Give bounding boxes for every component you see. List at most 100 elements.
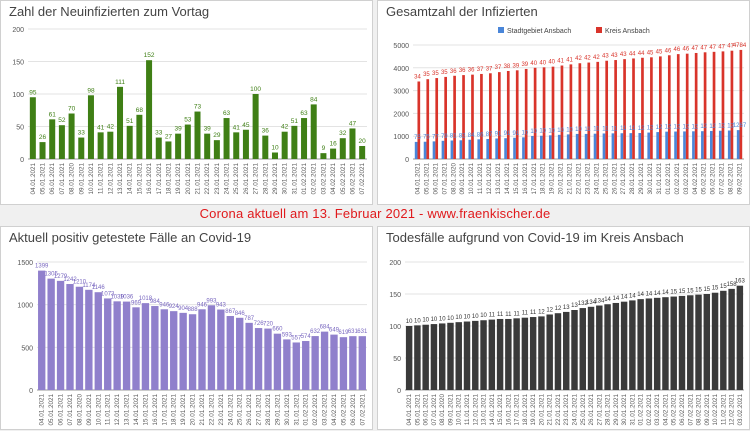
x-tick-label: 10.01.2021 [456,394,463,426]
active-cases-chart: 0 500 1000 1500 1399 130512791242121011741146… [17,260,368,426]
bar [659,56,662,159]
bar [711,292,719,390]
data-label: 91 [513,131,520,137]
x-tick-label: 13.01.2021 [495,163,502,195]
data-label: 75 [423,135,430,141]
x-tick-label: 06.02.2021 [679,394,686,426]
x-tick-label: 15.01.2021 [136,163,143,195]
x-tick-label: 15.01.2021 [497,394,504,426]
bar [571,310,578,390]
bar [587,62,591,159]
bar [441,140,445,159]
data-label: 904 [178,306,189,312]
y-tick-label: 0 [397,388,401,395]
data-label: 660 [272,327,283,333]
data-label: 163 [735,279,746,285]
bar [695,294,702,390]
data-label: 47 [727,44,734,50]
bar [638,133,642,159]
x-tick-label: 12.01.2021 [472,394,479,426]
x-tick-label: 23.01.2021 [584,163,591,195]
bar [122,301,131,390]
data-label: 46 [683,47,690,53]
data-label: 51 [291,118,299,125]
y-tick-label: 500 [21,345,33,352]
data-label: 993 [206,298,217,304]
data-label: 11 [505,312,512,318]
y-tick-label: 2000 [393,111,409,118]
data-label: 38 [504,64,511,70]
data-label: 720 [263,322,274,328]
x-tick-label: 02.02.2021 [311,163,318,195]
bar [665,131,668,159]
bar [422,324,429,390]
bar [438,323,446,390]
data-label: 45 [647,50,654,56]
bar [426,79,430,159]
x-tick-label: 01.02.2021 [638,394,645,426]
x-tick-label: 27.01.2021 [253,163,260,195]
x-tick-label: 30.01.2021 [647,163,654,195]
data-label: 42 [593,55,600,61]
data-label: 15 [720,284,727,290]
bar [273,333,282,390]
bar [459,140,463,159]
bar [349,128,356,159]
bar [170,311,178,390]
x-tick-label: 03.02.2021 [737,394,744,426]
y-tick-label: 50 [393,356,401,363]
x-tick-label: 28.01.2021 [605,394,612,426]
data-label: 888 [188,307,199,313]
bar [662,297,669,390]
bar [271,152,278,159]
bar [504,138,507,159]
bar [736,130,740,159]
y-tick-label: 1000 [393,134,409,141]
data-label: 87 [486,132,493,138]
data-label: 34 [414,74,421,80]
data-label: 946 [197,302,208,308]
x-tick-label: 08.01.2020 [69,163,76,195]
x-tick-label: 06.02.2021 [350,394,357,426]
data-label: 63 [300,110,308,117]
bar [488,319,496,390]
x-tick-label: 14.01.2021 [489,394,496,426]
data-label: 111 [115,79,125,86]
x-tick-label: 31.01.2021 [656,163,663,195]
data-label: 15 [679,289,686,295]
data-label: 158 [727,282,738,288]
x-tick-label: 14.01.2021 [133,394,140,426]
data-label: 75 [414,135,421,141]
data-label: 946 [159,302,170,308]
bar [339,138,346,159]
bar [310,104,317,159]
bar [632,58,635,160]
x-tick-label: 26.01.2021 [243,163,250,195]
bar [97,132,104,159]
bar [524,68,528,159]
bar [435,78,439,159]
bar [596,61,600,159]
bar [29,97,36,159]
data-label: 27 [165,133,173,140]
x-tick-label: 25.01.2021 [602,163,609,195]
bar [584,133,588,159]
x-tick-label: 25.01.2021 [237,394,244,426]
x-tick-label: 10.01.2021 [88,163,95,195]
data-label: 14 [637,292,644,298]
y-tick-label: 0 [405,157,409,164]
x-tick-label: 09.02.2021 [704,394,711,426]
bar [605,60,609,160]
x-tick-label: 07.01.2021 [67,394,74,426]
data-label: 91 [495,131,502,137]
bar [66,284,74,390]
banner-headline: Corona aktuell am 13. Februar 2021 - www… [199,206,551,221]
bar [521,317,529,390]
bar [104,298,112,390]
data-label: 13 [571,303,578,309]
chart-title: Todesfälle aufgrund von Covid-19 im Krei… [386,230,684,245]
y-tick-label: 100 [12,92,24,99]
data-label: 14 [604,297,611,303]
bar [486,138,490,159]
